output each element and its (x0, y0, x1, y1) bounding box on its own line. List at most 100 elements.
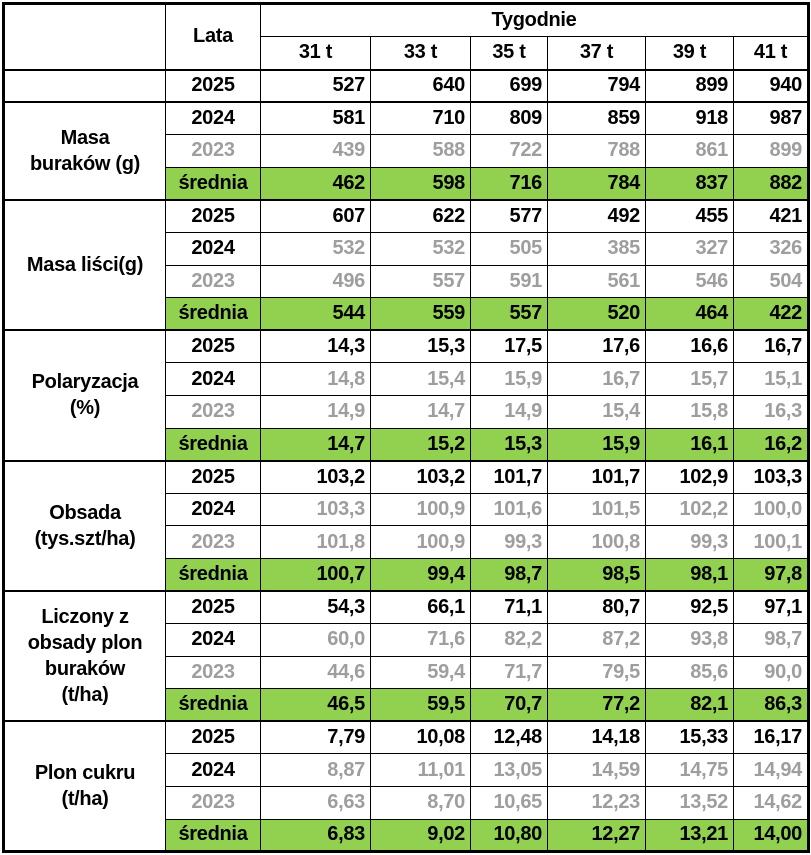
value-cell: 100,0 (732, 492, 810, 527)
value-cell: 15,9 (470, 362, 548, 396)
value-cell: 8,70 (370, 786, 471, 820)
value-cell: 98,7 (470, 557, 548, 592)
value-cell: 71,1 (470, 590, 548, 625)
table-row: średnia 462 598 716 784 837 882 (4, 166, 810, 201)
value-cell: 16,6 (645, 329, 734, 364)
year-cell: średnia (165, 427, 261, 462)
value-cell: 607 (260, 198, 371, 233)
value-cell: 6,63 (260, 786, 371, 820)
year-cell: 2024 (165, 101, 261, 136)
value-cell: 492 (547, 198, 646, 233)
value-cell: 77,2 (547, 688, 646, 722)
value-cell: 14,9 (470, 394, 548, 429)
table-row: Masa liści(g) 2025 607 622 577 492 455 421 (3, 198, 810, 331)
value-cell: 14,75 (645, 753, 734, 788)
value-cell: 546 (645, 264, 734, 299)
table-body: 2025 527 640 699 794 899 940 Masa buraków (g) 20… (3, 68, 810, 853)
value-cell: 12,48 (470, 720, 548, 755)
group-label-cell: Obsada (tys.szt/ha) (3, 459, 166, 592)
value-cell: 15,4 (370, 362, 471, 396)
value-cell: 100,8 (547, 525, 646, 559)
value-cell: 439 (260, 134, 371, 168)
value-cell: 17,5 (470, 329, 548, 364)
value-cell: 462 (260, 166, 371, 201)
value-cell: 99,3 (470, 525, 548, 559)
table-row: średnia 100,7 99,4 98,7 98,5 98,1 97,8 (4, 557, 810, 592)
value-cell: 16,7 (547, 362, 646, 396)
value-cell: 14,94 (732, 753, 810, 788)
year-cell: 2024 (165, 231, 261, 266)
value-cell: 385 (547, 231, 646, 266)
value-cell: 93,8 (645, 623, 734, 657)
value-cell: 16,17 (732, 720, 810, 755)
table-row: średnia 14,7 15,2 15,3 15,9 16,1 16,2 (4, 427, 810, 462)
value-cell: 14,18 (547, 720, 646, 755)
value-cell: 557 (470, 297, 548, 331)
table-row: Masa buraków (g) 2024 581 710 809 859 918 987 (3, 101, 810, 201)
value-cell: 12,27 (547, 818, 646, 853)
table-row: średnia 544 559 557 520 464 422 (4, 297, 810, 331)
value-cell: 940 (732, 68, 810, 103)
week-header-cell: 35 t (470, 36, 548, 70)
table-row: 2025 527 640 699 794 899 940 (3, 68, 810, 103)
week-header-cell: 39 t (645, 36, 734, 70)
week-header-cell: 41 t (732, 36, 810, 70)
value-cell: 520 (547, 297, 646, 331)
value-cell: 16,7 (732, 329, 810, 364)
year-cell: 2024 (165, 623, 261, 657)
value-cell: 561 (547, 264, 646, 299)
value-cell: 326 (732, 231, 810, 266)
value-cell: 98,5 (547, 557, 646, 592)
year-cell: 2023 (165, 786, 261, 820)
year-cell: 2023 (165, 264, 261, 299)
group-label-cell: Polaryzacja (%) (3, 329, 166, 462)
tygodnie-header-cell: Tygodnie (259, 3, 810, 37)
value-cell: 16,3 (732, 394, 810, 429)
table-row: średnia 6,83 9,02 10,80 12,27 13,21 14,00 (4, 818, 810, 853)
value-cell: 90,0 (732, 655, 810, 690)
year-cell: 2023 (165, 525, 261, 559)
value-cell: 100,9 (370, 492, 471, 527)
value-cell: 14,62 (732, 786, 810, 820)
value-cell: 327 (645, 231, 734, 266)
value-cell: 101,7 (547, 459, 646, 494)
value-cell: 59,4 (370, 655, 471, 690)
value-cell: 14,7 (260, 427, 371, 462)
value-cell: 15,2 (370, 427, 471, 462)
value-cell: 15,9 (547, 427, 646, 462)
value-cell: 10,65 (470, 786, 548, 820)
value-cell: 557 (370, 264, 471, 299)
value-cell: 532 (260, 231, 371, 266)
value-cell: 882 (732, 166, 810, 201)
value-cell: 16,1 (645, 427, 734, 462)
year-cell: 2023 (165, 134, 261, 168)
value-cell: 11,01 (370, 753, 471, 788)
value-cell: 13,52 (645, 786, 734, 820)
year-cell: 2023 (165, 394, 261, 429)
value-cell: 15,33 (645, 720, 734, 755)
year-cell: średnia (165, 818, 261, 853)
value-cell: 15,8 (645, 394, 734, 429)
value-cell: 710 (370, 101, 471, 136)
empty-label-cell (3, 68, 166, 103)
value-cell: 532 (370, 231, 471, 266)
table-row: Polaryzacja (%) 2025 14,3 15,3 17,5 17,6 16,6 1… (3, 329, 810, 462)
value-cell: 722 (470, 134, 548, 168)
value-cell: 14,59 (547, 753, 646, 788)
value-cell: 598 (370, 166, 471, 201)
year-cell: 2024 (165, 492, 261, 527)
value-cell: 15,3 (470, 427, 548, 462)
year-cell: 2025 (165, 459, 261, 494)
value-cell: 15,7 (645, 362, 734, 396)
value-cell: 103,3 (260, 492, 371, 527)
value-cell: 13,05 (470, 753, 548, 788)
year-cell: 2023 (165, 655, 261, 690)
value-cell: 577 (470, 198, 548, 233)
table-row: 2023 14,9 14,7 14,9 15,4 15,8 16,3 (4, 394, 810, 429)
week-header-cell: 33 t (370, 36, 471, 70)
header-row-2: 31 t 33 t 35 t 37 t 39 t 41 t (4, 36, 810, 70)
value-cell: 85,6 (645, 655, 734, 690)
group-label-cell: Masa liści(g) (3, 198, 166, 331)
value-cell: 588 (370, 134, 471, 168)
